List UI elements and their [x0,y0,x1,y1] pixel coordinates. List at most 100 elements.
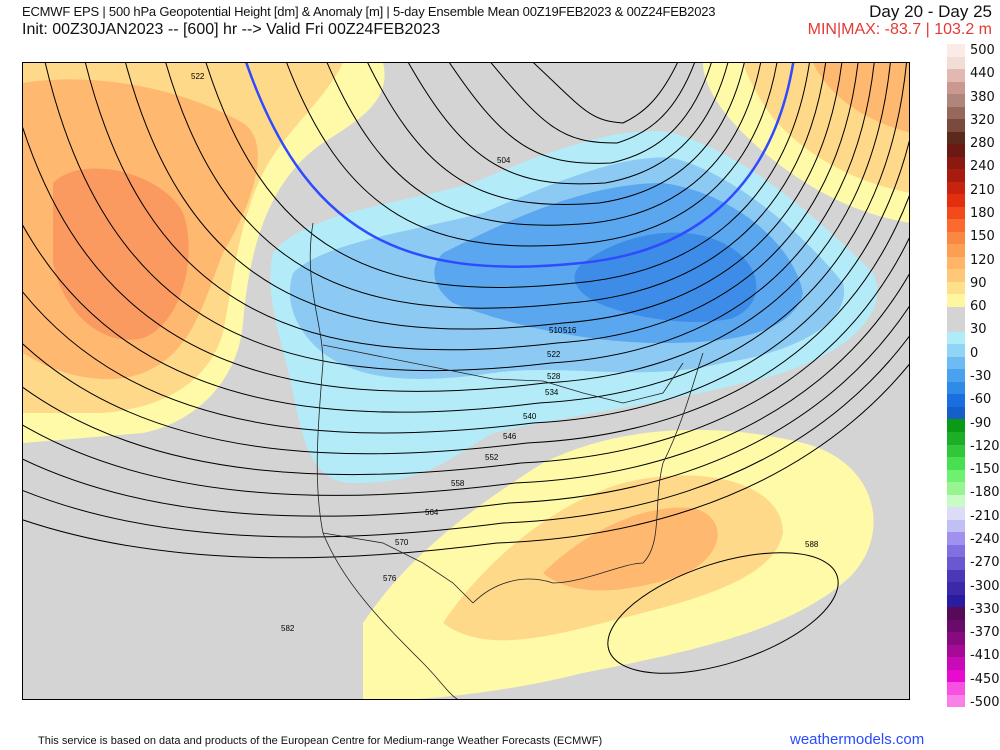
colorbar-label: 30 [970,322,987,338]
colorbar-label: 240 [970,159,995,175]
colorbar-swatch [947,482,965,495]
height-contour [23,139,909,434]
height-contour [23,335,909,538]
colorbar-label: 60 [970,299,987,315]
height-contours [23,63,909,674]
colorbar-swatch [947,194,965,207]
anomaly-positive-pacific-120 [53,168,189,340]
colorbar-swatch [947,457,965,470]
colorbar-swatch [947,156,965,170]
height-contour [367,63,745,206]
us-mexico-border [322,532,474,604]
contour-588-closed [607,552,839,674]
colorbar-label: -120 [970,438,1000,454]
north-america-coast [309,222,704,699]
contour-label: 534 [545,388,559,397]
height-contour [125,63,843,330]
colorbar-swatch [947,119,965,132]
colorbar-swatch [947,532,965,545]
colorbar-swatch [947,244,965,257]
colorbar-swatch [947,619,965,633]
disclaimer: This service is based on data and produc… [38,735,603,747]
min-max-readout: MIN|MAX: -83.7 | 103.2 m [807,21,992,38]
height-contour [286,63,778,247]
contour-label: 588 [805,540,819,549]
colorbar-label: -500 [970,695,1000,710]
contour-label: 522 [547,350,561,359]
colorbar-swatch [947,569,965,583]
contour-label: 576 [383,574,397,583]
colorbar-label: 210 [970,182,995,198]
colorbar-label: -270 [970,555,1000,571]
colorbar-swatch [947,256,965,270]
colorbar-swatch [947,344,965,357]
colorbar-swatch [947,306,965,320]
init-valid-time: Init: 00Z30JAN2023 -- [600] hr --> Valid… [22,21,441,38]
colorbar-swatch [947,444,965,458]
colorbar-label: -210 [970,508,1000,524]
contour-label: 564 [425,508,439,517]
colorbar-label: -90 [970,415,992,431]
height-contour [449,63,712,164]
height-contour [44,63,875,372]
colorbar-swatch [947,406,965,420]
colorbar-label: 180 [970,206,995,221]
colorbar-swatch [947,519,965,533]
colorbar-swatch [947,694,965,708]
colorbar-swatch [947,394,965,407]
colorbar-label: -370 [970,625,1000,641]
colorbar-label: -30 [970,369,992,384]
contour-label: 546 [503,432,517,441]
height-contour [23,194,909,455]
colorbar-swatch [947,206,965,220]
height-contour [23,305,909,517]
colorbar-swatch [947,294,965,307]
colorbar-swatch [947,682,965,695]
colorbar-label: 90 [970,275,987,291]
anomaly-positive-greenland-90 [813,63,909,133]
colorbar-swatch [947,594,965,608]
colorbar-swatch [947,169,965,182]
map-svg: 522 504 510 516 522 528 534 540 546 552 … [23,63,909,699]
colorbar-label: 380 [970,89,995,105]
colorbar-swatch [947,669,965,683]
colorbar-swatch [947,44,965,57]
contour-label: 540 [523,412,537,421]
colorbar-label: -150 [970,462,1000,478]
anomaly-positive-southeast-90 [543,507,718,591]
colorbar-swatch [947,281,965,295]
contour-label: 522 [191,72,205,81]
colorbar-swatch [947,657,965,670]
contour-label: 582 [281,624,295,633]
contour-label: 552 [485,453,499,462]
colorbar [947,44,965,708]
colorbar-swatch [947,94,965,107]
colorbar-label: -450 [970,671,1000,687]
colorbar-swatch [947,106,965,120]
colorbar-swatch [947,644,965,658]
height-contour [85,63,859,351]
colorbar-label: 280 [970,136,995,152]
colorbar-swatch [947,81,965,95]
colorbar-swatch [947,219,965,232]
height-contour [23,63,907,413]
height-contour [165,63,826,309]
chart-title: ECMWF EPS | 500 hPa Geopotential Height … [22,4,716,19]
colorbar-label: -60 [970,392,992,408]
height-contour [326,63,761,226]
colorbar-swatch [947,356,965,370]
anomaly-shading [23,63,909,699]
site-link[interactable]: weathermodels.com [790,731,925,748]
colorbar-label: -180 [970,485,1000,501]
day-range: Day 20 - Day 25 [869,2,992,21]
contour-label: 558 [451,479,465,488]
us-canada-border [322,344,684,404]
height-contour [23,363,909,559]
colorbar-label: 150 [970,229,995,245]
height-contour [408,63,729,185]
political-borders [309,222,704,699]
colorbar-swatch [947,369,965,382]
colorbar-swatch [947,419,965,432]
contour-540-highlight [245,63,795,268]
contour-label: 570 [395,538,409,547]
